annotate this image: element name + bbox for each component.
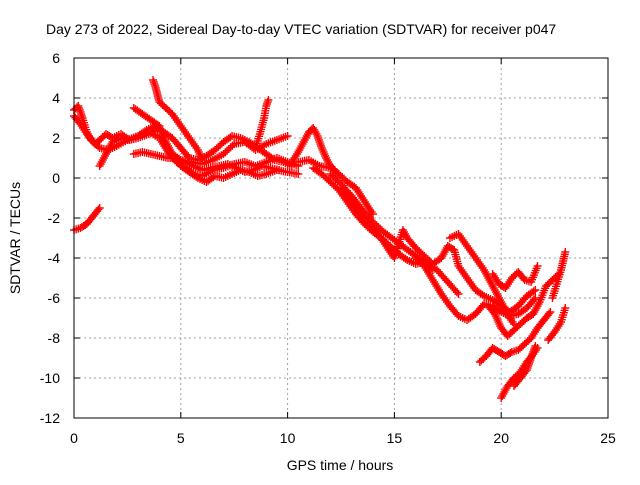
data-point xyxy=(561,304,570,312)
x-tick-label: 0 xyxy=(70,430,78,446)
data-point xyxy=(95,204,104,212)
data-points xyxy=(70,76,570,402)
data-point xyxy=(94,205,103,214)
series-arc-19 xyxy=(475,308,555,366)
tick-labels: 0 5 10 15 20 25 -12 -10 -8 -6 -4 -2 0 2 4 6 xyxy=(40,50,616,446)
data-point xyxy=(529,287,538,296)
data-point xyxy=(531,286,540,294)
y-tick-label: 0 xyxy=(52,170,60,186)
plot-frame xyxy=(73,57,609,419)
y-tick-label: -12 xyxy=(40,410,60,426)
y-tick-label: 6 xyxy=(52,50,60,66)
series-arc-8 xyxy=(176,162,303,186)
series-arc-21 xyxy=(510,342,540,390)
data-point xyxy=(294,170,303,178)
data-point xyxy=(153,120,162,129)
data-point xyxy=(198,156,207,164)
y-tick-label: 4 xyxy=(52,90,60,106)
x-tick-label: 15 xyxy=(387,430,403,446)
series-arc-10 xyxy=(287,124,339,174)
y-tick-label: -4 xyxy=(48,250,61,266)
series-arc-15 xyxy=(411,254,540,324)
data-point xyxy=(531,342,540,350)
data-point xyxy=(283,132,292,140)
data-point xyxy=(506,349,515,357)
x-axis-label: GPS time / hours xyxy=(287,457,394,473)
data-point xyxy=(269,154,278,163)
series-arc-22 xyxy=(544,304,570,344)
x-tick-label: 25 xyxy=(600,430,616,446)
y-axis-label: SDTVAR / TECUs xyxy=(7,182,23,294)
y-tick-label: -6 xyxy=(48,290,61,306)
series-arc-16 xyxy=(445,230,519,328)
y-tick-label: -10 xyxy=(40,370,60,386)
y-tick-label: 2 xyxy=(52,130,60,146)
data-point xyxy=(546,308,555,316)
data-point xyxy=(452,288,461,297)
data-point xyxy=(454,290,463,298)
y-tick-label: -8 xyxy=(48,330,61,346)
x-tick-label: 10 xyxy=(280,430,296,446)
series-arc-23 xyxy=(548,248,570,302)
data-point xyxy=(155,122,164,130)
x-tick-label: 5 xyxy=(177,430,185,446)
series-arc-9 xyxy=(251,96,273,152)
data-point xyxy=(561,248,570,256)
data-point xyxy=(264,96,273,104)
chart-title: Day 273 of 2022, Sidereal Day-to-day VTE… xyxy=(46,21,556,37)
x-tick-label: 20 xyxy=(493,430,509,446)
series-arc-11 xyxy=(294,156,378,218)
series-arc-6 xyxy=(129,104,164,130)
series-arc-14 xyxy=(337,184,540,316)
y-tick-label: -2 xyxy=(48,210,61,226)
axis-ticks xyxy=(73,57,609,419)
series-arc-17 xyxy=(488,262,542,292)
series-arc-7 xyxy=(149,76,207,164)
data-point xyxy=(369,210,378,218)
data-point xyxy=(545,309,554,318)
data-point xyxy=(533,262,542,270)
